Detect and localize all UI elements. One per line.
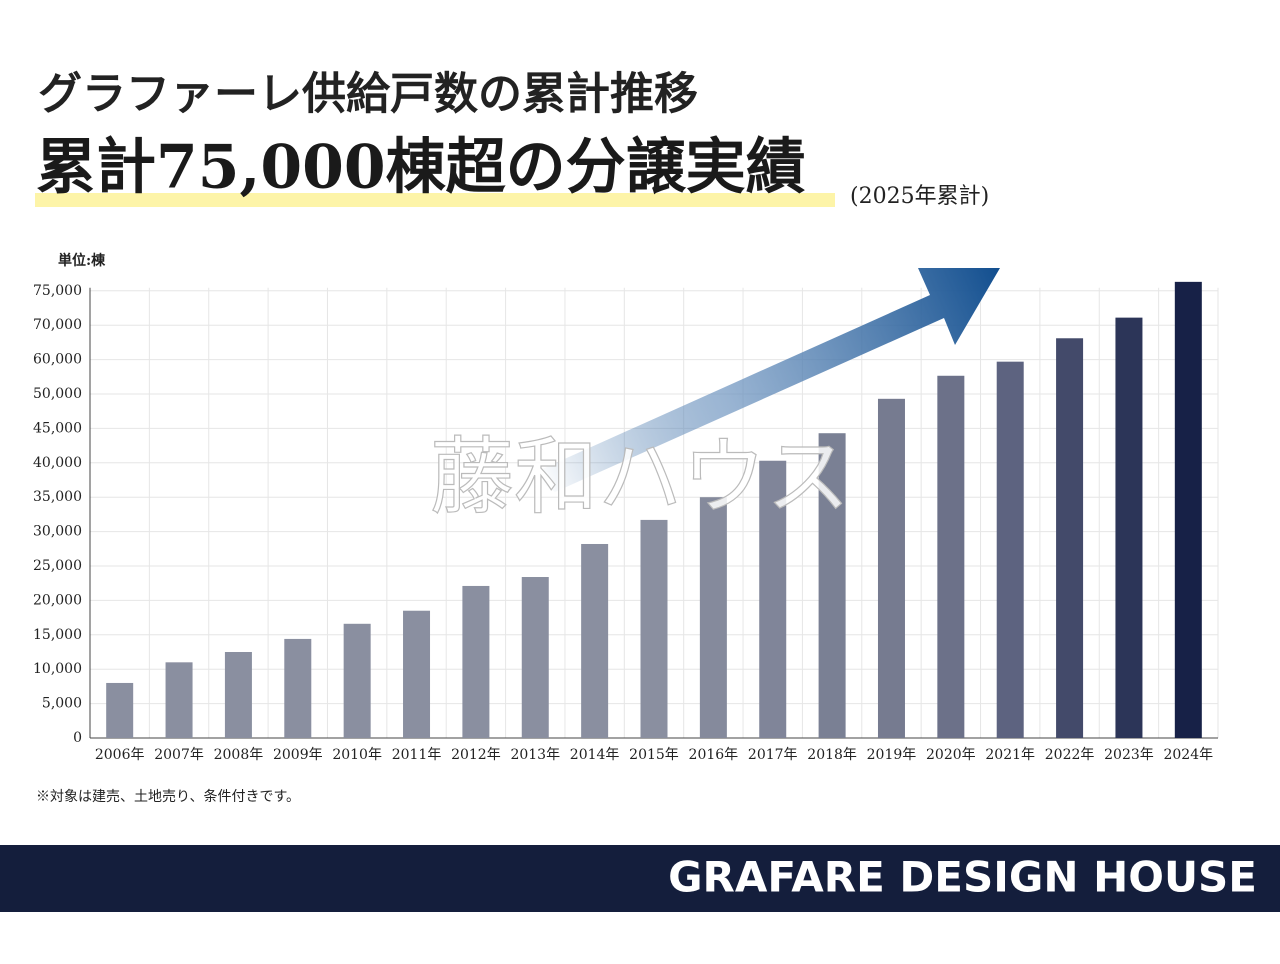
y-tick-label: 35,000 <box>33 489 82 505</box>
watermark: 藤和ハウス <box>430 428 850 526</box>
y-tick-label: 0 <box>73 730 82 746</box>
y-tick-label: 40,000 <box>33 455 82 471</box>
x-tick-label: 2009年 <box>273 747 323 763</box>
unit-label: 単位:棟 <box>58 252 106 269</box>
bar <box>521 577 549 738</box>
y-tick-label: 20,000 <box>33 592 82 608</box>
y-tick-label: 70,000 <box>33 317 82 333</box>
bar <box>937 375 965 738</box>
x-tick-label: 2008年 <box>214 747 264 763</box>
x-tick-label: 2013年 <box>510 747 560 763</box>
bar <box>581 543 609 738</box>
highlight <box>35 193 835 207</box>
plot-area: 0 5,000 10,000 15,000 20,000 25,000 30,000 35,0… <box>33 281 1219 763</box>
y-tick-label: 10,000 <box>33 661 82 677</box>
y-tick-label: 45,000 <box>33 420 82 436</box>
y-tick-label: 50,000 <box>33 386 82 402</box>
x-tick-label: 2007年 <box>154 747 204 763</box>
note: ※対象は建売、土地売り、条件付きです。 <box>36 788 300 805</box>
subtitle-note: (2025年累計) <box>850 184 989 209</box>
bar <box>877 398 905 738</box>
bar <box>106 682 134 738</box>
y-tick-label: 25,000 <box>33 558 82 574</box>
x-tick-label: 2006年 <box>95 747 145 763</box>
bar <box>343 623 371 738</box>
chart-title: グラファーレ供給戸数の累計推移 <box>38 69 698 120</box>
bar <box>818 433 846 738</box>
y-tick-label: 30,000 <box>33 524 82 540</box>
bar <box>284 638 312 738</box>
x-tick-label: 2020年 <box>926 747 976 763</box>
bar <box>640 519 668 738</box>
bar <box>403 610 431 738</box>
x-tick-label: 2015年 <box>629 747 679 763</box>
x-tick-label: 2018年 <box>807 747 857 763</box>
x-tick-label: 2017年 <box>748 747 798 763</box>
x-tick-label: 2014年 <box>570 747 620 763</box>
x-tick-label: 2021年 <box>985 747 1035 763</box>
bar <box>224 652 252 738</box>
bar <box>165 662 193 738</box>
x-tick-label: 2024年 <box>1163 747 1213 763</box>
y-tick-label: 60,000 <box>33 352 82 368</box>
trend-arrow <box>540 268 1000 492</box>
chart-subtitle: 累計75,000棟超の分譲実績 <box>36 133 806 203</box>
y-tick-label: 15,000 <box>33 627 82 643</box>
bar <box>1115 317 1143 738</box>
bar <box>996 361 1024 738</box>
bar <box>699 497 727 738</box>
y-tick-label: 75,000 <box>33 283 82 299</box>
bar <box>759 460 787 738</box>
footer-band <box>0 845 1280 912</box>
bar <box>462 585 490 738</box>
x-tick-label: 2023年 <box>1104 747 1154 763</box>
x-tick-label: 2019年 <box>867 747 917 763</box>
x-tick-label: 2011年 <box>392 747 442 763</box>
bar <box>1056 338 1084 738</box>
y-tick-label: 5,000 <box>42 696 82 712</box>
x-tick-label: 2012年 <box>451 747 501 763</box>
bar <box>1174 281 1202 738</box>
footer-text: GRAFARE DESIGN HOUSE <box>668 853 1257 902</box>
x-tick-label: 2016年 <box>689 747 739 763</box>
x-tick-label: 2022年 <box>1045 747 1095 763</box>
x-tick-label: 2010年 <box>332 747 382 763</box>
